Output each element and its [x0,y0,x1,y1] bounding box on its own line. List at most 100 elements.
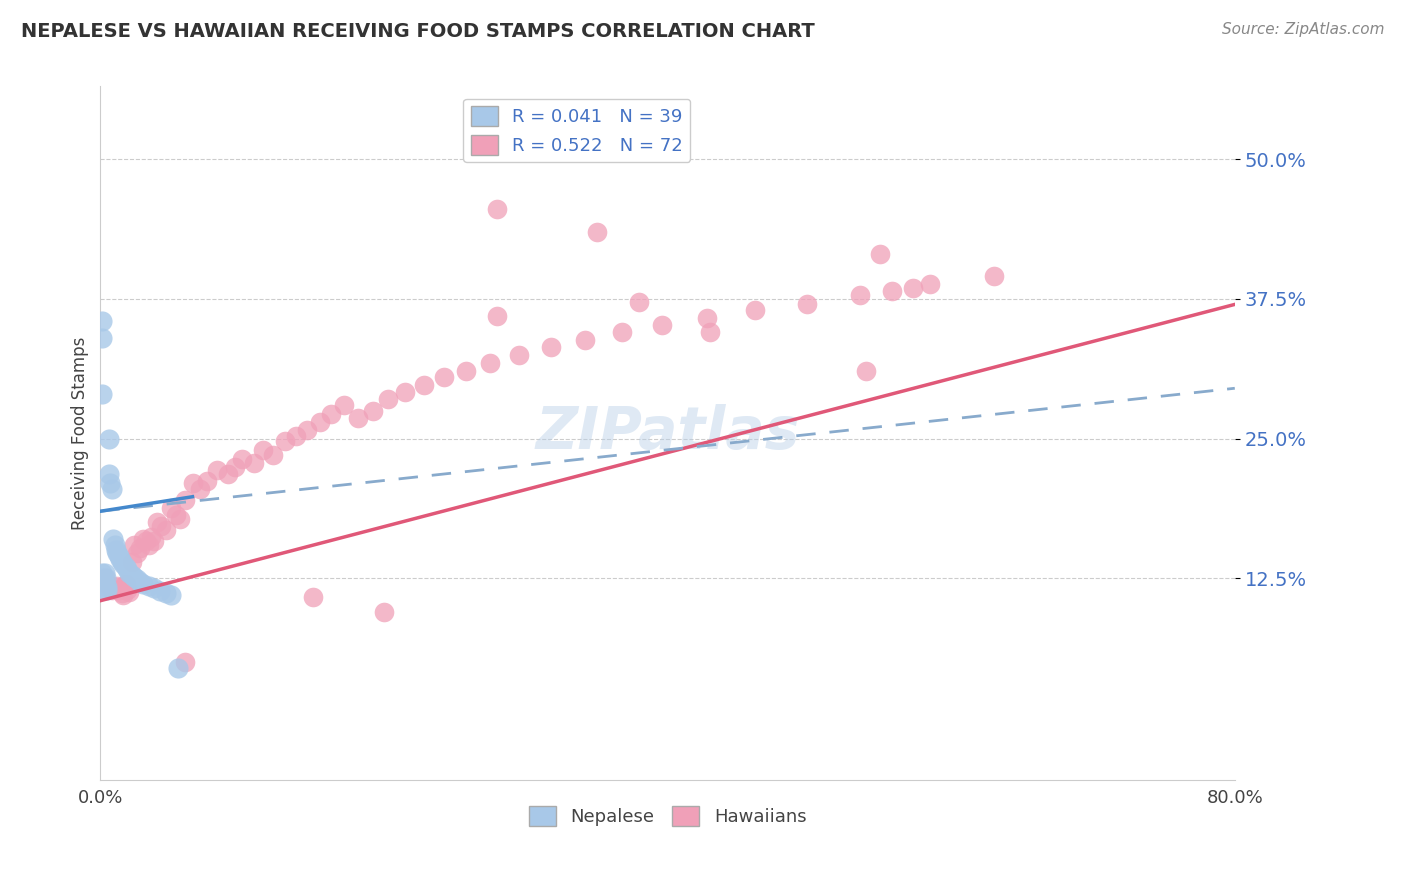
Point [127,573,149,587]
Point [540,340,562,354]
Point [262,448,284,462]
Point [118,566,141,580]
Point [160,500,183,515]
Point [169,512,191,526]
Point [174,655,197,669]
Point [93,577,115,591]
Point [394,384,416,399]
Point [181,476,204,491]
Point [377,392,399,407]
Point [90,387,112,401]
Point [98,476,121,491]
Point [135,534,157,549]
Point [129,541,152,556]
Point [91,577,114,591]
Text: NEPALESE VS HAWAIIAN RECEIVING FOOD STAMPS CORRELATION CHART: NEPALESE VS HAWAIIAN RECEIVING FOOD STAM… [21,22,815,41]
Point [188,482,211,496]
Point [97,432,120,446]
Point [347,411,370,425]
Point [195,474,218,488]
Point [918,277,941,292]
Point [111,586,134,600]
Point [744,303,766,318]
Point [118,584,141,599]
Point [479,355,502,369]
Point [91,582,114,597]
Point [115,560,138,574]
Point [129,574,152,589]
Point [456,364,478,378]
Point [91,571,114,585]
Point [373,605,395,619]
Point [132,532,155,546]
Point [103,538,125,552]
Point [273,434,295,448]
Point [100,582,122,597]
Point [486,309,509,323]
Point [96,582,118,597]
Point [231,451,253,466]
Point [117,582,139,597]
Y-axis label: Receiving Food Stamps: Receiving Food Stamps [72,336,89,530]
Point [628,295,651,310]
Text: Source: ZipAtlas.com: Source: ZipAtlas.com [1222,22,1385,37]
Point [141,530,163,544]
Point [297,423,319,437]
Point [285,429,308,443]
Point [124,570,146,584]
Point [155,586,177,600]
Point [93,571,115,585]
Point [114,579,136,593]
Point [699,326,721,340]
Point [117,562,139,576]
Point [224,459,246,474]
Point [252,442,274,457]
Point [309,415,332,429]
Point [90,331,112,345]
Point [94,579,117,593]
Point [112,557,135,571]
Point [127,546,149,560]
Point [107,582,129,597]
Point [869,247,891,261]
Point [333,398,356,412]
Point [612,326,634,340]
Point [90,314,112,328]
Point [205,463,228,477]
Point [124,538,146,552]
Point [174,493,197,508]
Point [983,269,1005,284]
Point [94,571,117,585]
Point [96,580,118,594]
Point [121,555,143,569]
Point [486,202,509,217]
Point [302,591,325,605]
Point [93,566,115,580]
Point [97,467,120,482]
Point [101,532,124,546]
Point [242,456,264,470]
Point [132,577,155,591]
Point [585,225,607,239]
Point [149,583,172,598]
Point [138,579,160,593]
Point [103,580,125,594]
Point [217,467,239,482]
Point [651,318,673,332]
Point [880,284,903,298]
Legend: Nepalese, Hawaiians: Nepalese, Hawaiians [522,798,814,833]
Point [105,546,128,560]
Point [321,407,343,421]
Point [155,523,177,537]
Point [146,516,169,530]
Point [104,543,127,558]
Point [849,288,872,302]
Point [508,348,530,362]
Point [432,370,454,384]
Point [143,534,166,549]
Point [107,549,129,563]
Point [100,482,122,496]
Point [855,364,877,378]
Point [160,588,183,602]
Point [165,508,187,522]
